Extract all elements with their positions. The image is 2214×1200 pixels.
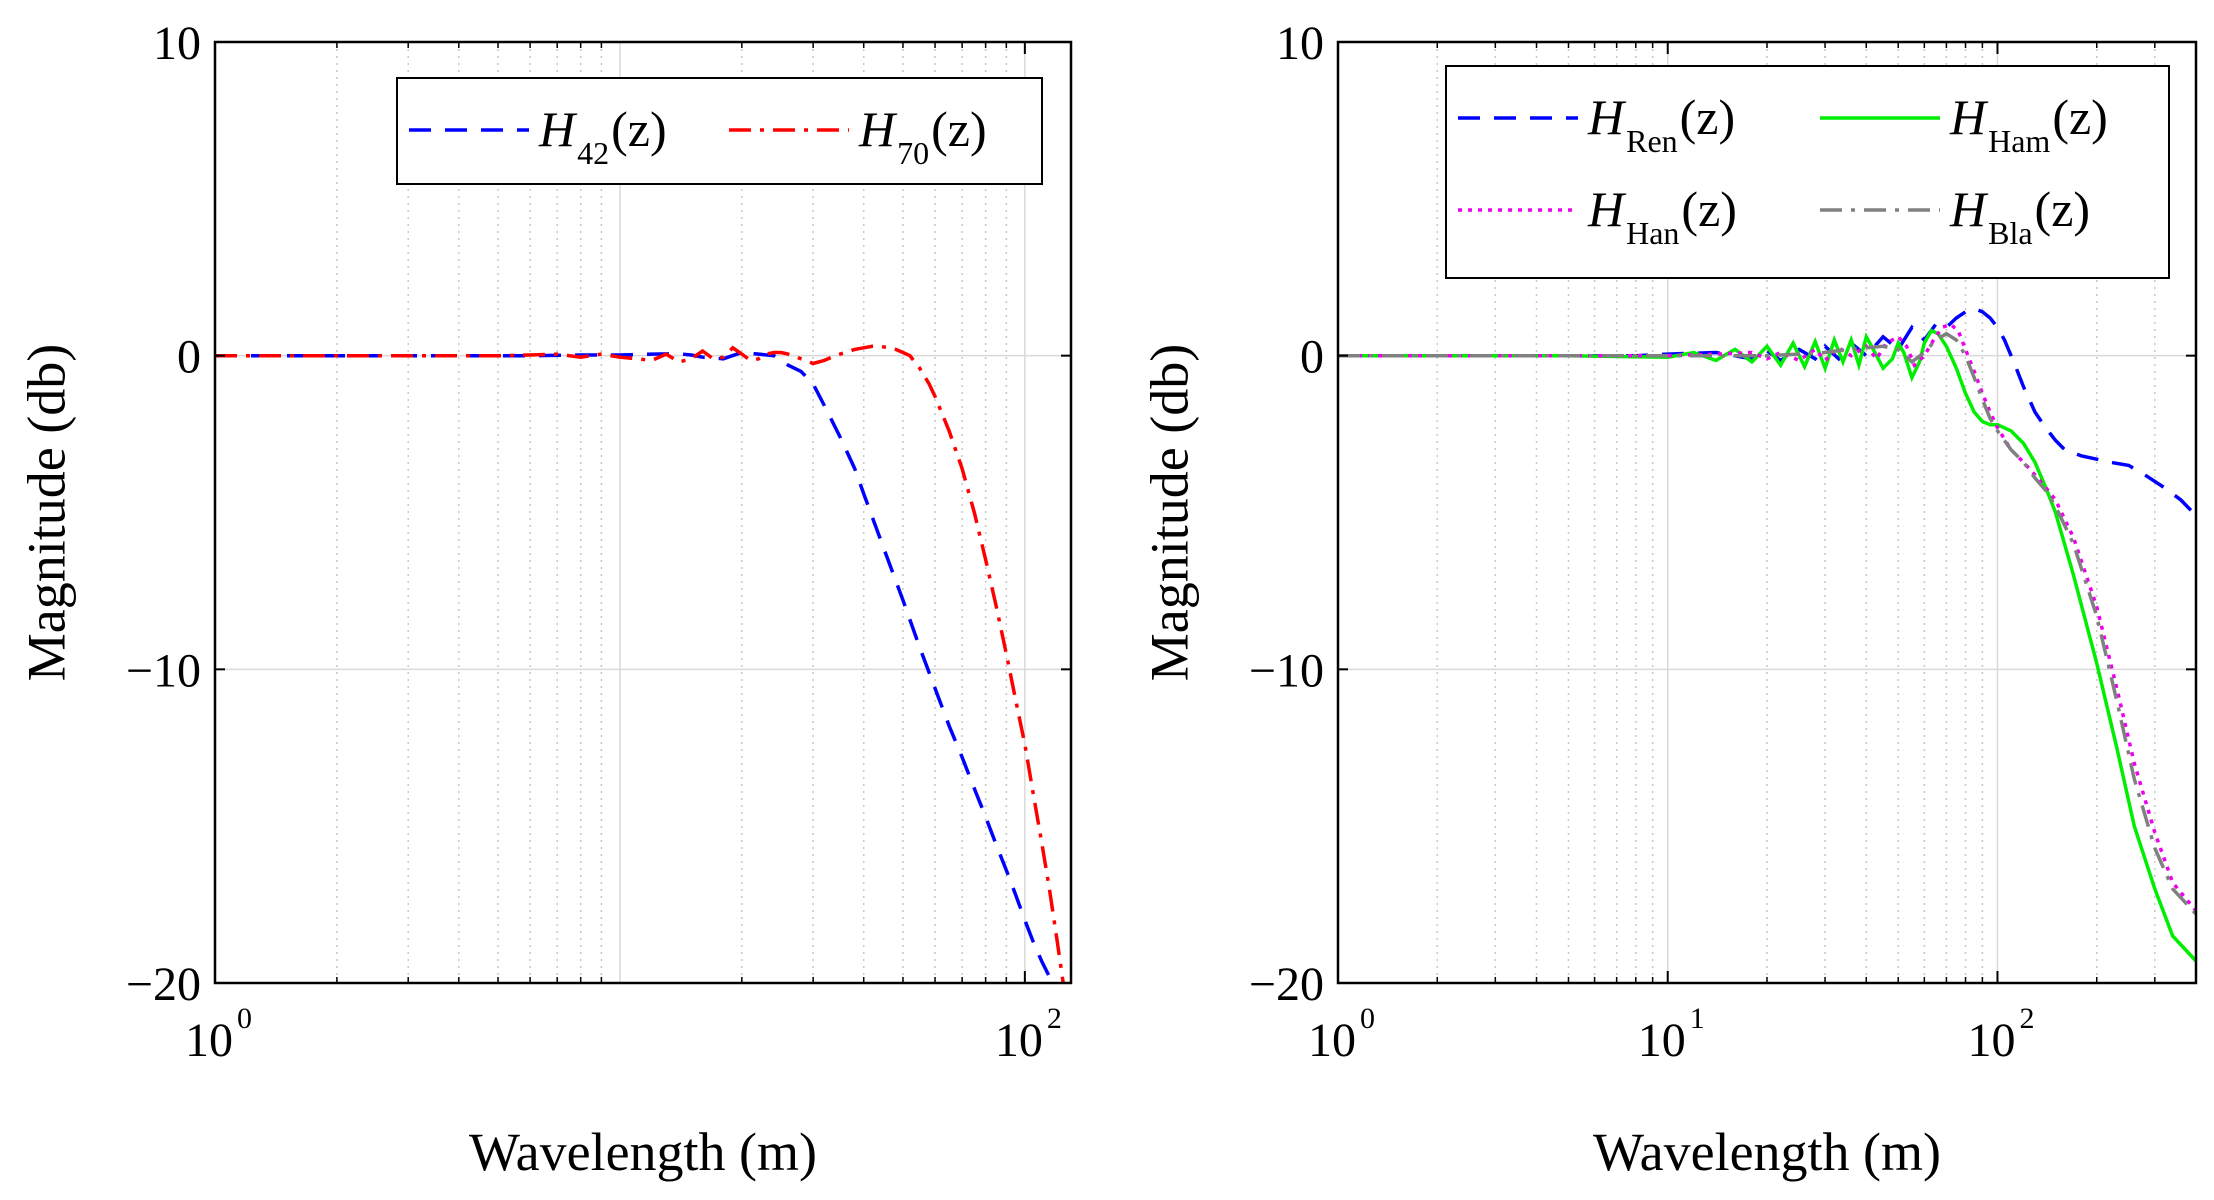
series-line-han [1338, 322, 2196, 913]
series-line-ren [1338, 306, 2196, 517]
y-axis-label: Magnitude (db) [16, 344, 76, 681]
x-tick-exponent: 1 [1690, 1002, 1705, 1035]
legend-label-han: HHan(z) [1587, 181, 1737, 251]
x-tick-label: 10 [185, 1014, 233, 1067]
legend-label-ren: HRen(z) [1587, 89, 1735, 159]
legend-label-ham: HHam(z) [1949, 89, 2108, 159]
y-tick-label: 0 [177, 331, 201, 384]
legend-label-70: H70(z) [858, 101, 987, 171]
legend-label-bla: HBla(z) [1949, 181, 2090, 251]
legend-label-42: H42(z) [538, 101, 667, 171]
legend-box [396, 77, 1043, 185]
x-tick-exponent: 2 [1047, 1002, 1062, 1035]
legend: HRen(z) HHam(z) HHan(z) HBla(z) [1445, 65, 2170, 279]
x-tick-label: 10 [1638, 1014, 1686, 1067]
y-tick-label: −10 [126, 644, 201, 697]
y-tick-label: 10 [153, 17, 201, 70]
x-tick-exponent: 0 [1360, 1002, 1375, 1035]
y-tick-label: −20 [126, 958, 201, 1011]
y-tick-label: −10 [1249, 644, 1324, 697]
x-tick-label: 10 [1967, 1014, 2015, 1067]
series-line-42 [215, 350, 1057, 983]
x-axis-label: Wavelength (m) [1593, 1122, 1941, 1182]
x-tick-exponent: 0 [237, 1002, 252, 1035]
x-tick-label: 10 [995, 1014, 1043, 1067]
y-axis-label: Magnitude (db) [1139, 344, 1199, 681]
x-tick-label: 10 [1308, 1014, 1356, 1067]
series-line-70 [215, 344, 1065, 983]
series-line-ham [1338, 328, 2196, 963]
legend-box [1445, 65, 2170, 279]
y-tick-label: −20 [1249, 958, 1324, 1011]
x-axis-label: Wavelength (m) [469, 1122, 817, 1182]
legend: H42(z) H70(z) [396, 77, 1043, 185]
x-tick-exponent: 2 [2019, 1002, 2034, 1035]
y-tick-label: 10 [1276, 17, 1324, 70]
y-tick-label: 0 [1300, 331, 1324, 384]
axes-frame [213, 40, 1073, 985]
